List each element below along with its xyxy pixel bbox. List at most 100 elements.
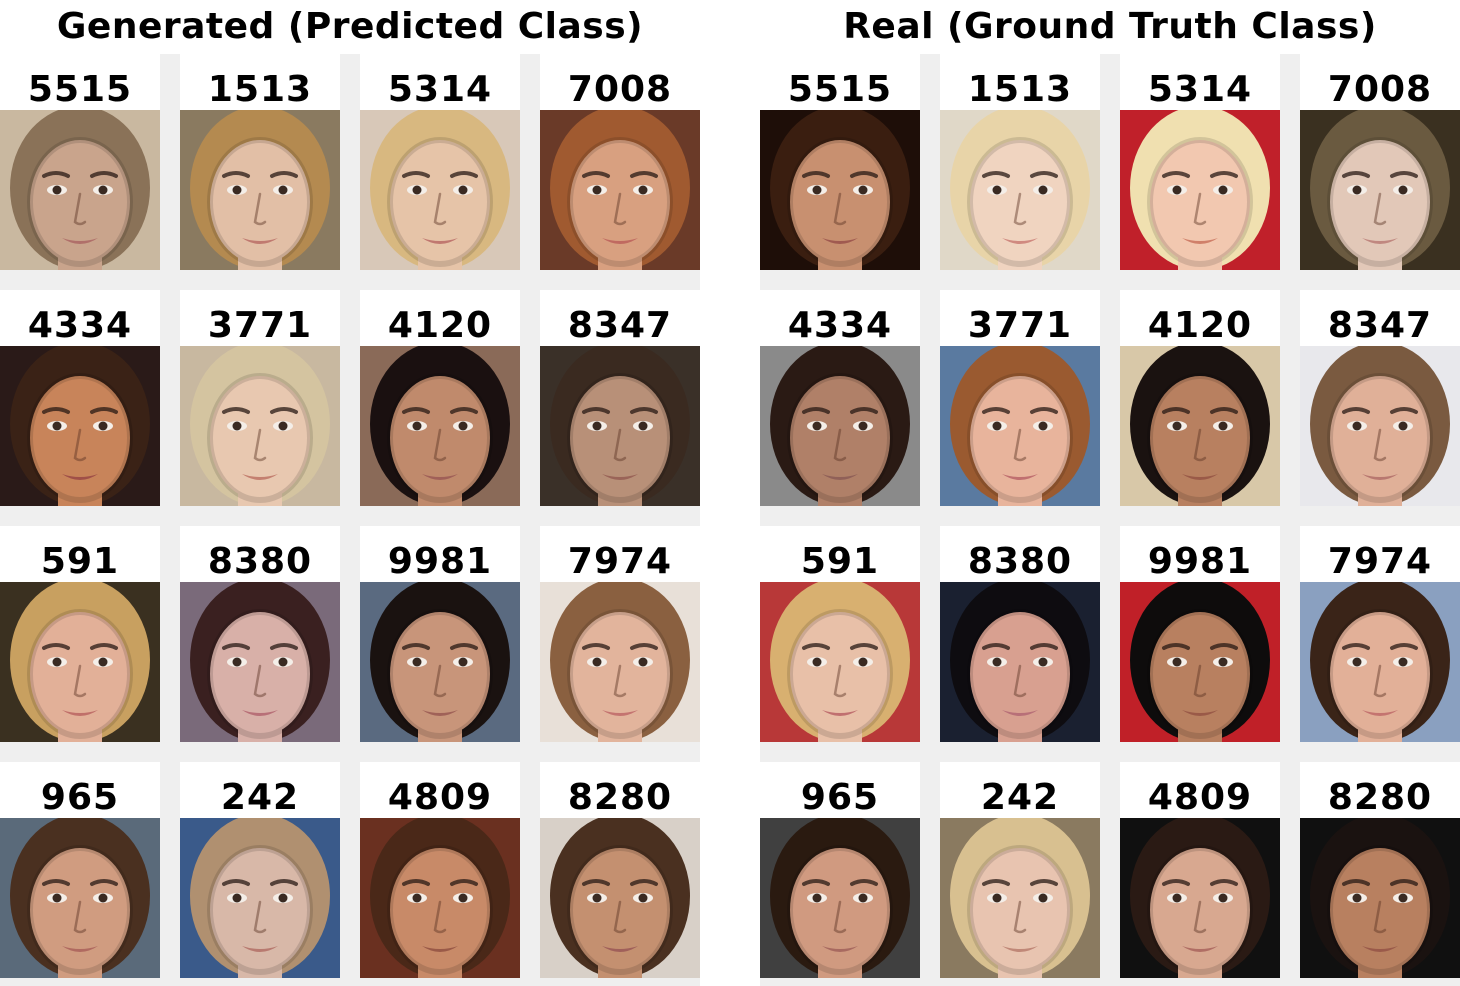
real-face-cell: 4120 (1120, 290, 1280, 506)
real-face-cell: 591 (760, 526, 920, 742)
real-face-image (940, 346, 1100, 506)
real-face-cell: 1513 (940, 54, 1100, 270)
face-illustration (0, 346, 160, 506)
face-illustration (1120, 110, 1280, 270)
generated-face-image (540, 346, 700, 506)
class-label: 5515 (27, 69, 133, 110)
generated-face-image (180, 346, 340, 506)
generated-face-image (360, 110, 520, 270)
generated-face-cell: 8280 (540, 762, 700, 978)
generated-face-cell: 5314 (360, 54, 520, 270)
class-label: 7008 (567, 69, 673, 110)
real-face-image (1120, 346, 1280, 506)
face-illustration (360, 818, 520, 978)
generated-face-image (0, 818, 160, 978)
class-label: 8380 (207, 541, 313, 582)
generated-face-image (180, 110, 340, 270)
class-label: 3771 (967, 305, 1073, 346)
face-illustration (180, 582, 340, 742)
class-label: 8280 (567, 777, 673, 818)
generated-face-cell: 591 (0, 526, 160, 742)
real-face-image (1300, 582, 1460, 742)
generated-panel-title: Generated (Predicted Class) (56, 6, 644, 47)
face-illustration (1300, 346, 1460, 506)
real-face-image (760, 582, 920, 742)
generated-face-cell: 4334 (0, 290, 160, 506)
generated-face-cell: 4809 (360, 762, 520, 978)
real-face-image (1120, 110, 1280, 270)
generated-face-image (0, 346, 160, 506)
face-illustration (360, 346, 520, 506)
face-illustration (180, 818, 340, 978)
class-label: 4334 (787, 305, 893, 346)
face-illustration (0, 582, 160, 742)
face-illustration (940, 346, 1100, 506)
face-illustration (540, 582, 700, 742)
generated-face-image (180, 582, 340, 742)
real-face-cell: 4334 (760, 290, 920, 506)
real-face-image (760, 110, 920, 270)
generated-face-cell: 1513 (180, 54, 340, 270)
class-label: 4120 (387, 305, 493, 346)
generated-face-image (180, 818, 340, 978)
face-illustration (0, 818, 160, 978)
class-label: 4120 (1147, 305, 1253, 346)
class-label: 591 (40, 541, 120, 582)
generated-panel: Generated (Predicted Class) 5515 1513 5314… (0, 0, 700, 986)
generated-face-cell: 5515 (0, 54, 160, 270)
generated-face-image (360, 346, 520, 506)
face-illustration (180, 110, 340, 270)
class-label: 8380 (967, 541, 1073, 582)
real-panel-title: Real (Ground Truth Class) (843, 6, 1377, 47)
class-label: 8347 (1327, 305, 1433, 346)
real-face-cell: 8347 (1300, 290, 1460, 506)
face-illustration (360, 110, 520, 270)
face-illustration (360, 582, 520, 742)
real-face-image (940, 582, 1100, 742)
generated-face-cell: 3771 (180, 290, 340, 506)
generated-face-image (540, 582, 700, 742)
class-label: 7974 (1327, 541, 1433, 582)
real-face-cell: 9981 (1120, 526, 1280, 742)
face-illustration (760, 110, 920, 270)
class-label: 1513 (207, 69, 313, 110)
real-face-image (1300, 818, 1460, 978)
real-face-image (1120, 818, 1280, 978)
real-face-cell: 8380 (940, 526, 1100, 742)
face-illustration (760, 346, 920, 506)
real-face-cell: 5314 (1120, 54, 1280, 270)
generated-face-image (540, 110, 700, 270)
generated-face-cell: 242 (180, 762, 340, 978)
face-illustration (940, 110, 1100, 270)
face-illustration (760, 818, 920, 978)
class-label: 5314 (1147, 69, 1253, 110)
generated-face-cell: 7974 (540, 526, 700, 742)
class-label: 5515 (787, 69, 893, 110)
generated-face-cell: 7008 (540, 54, 700, 270)
face-illustration (1120, 818, 1280, 978)
class-label: 1513 (967, 69, 1073, 110)
real-face-image (1300, 346, 1460, 506)
class-label: 7974 (567, 541, 673, 582)
face-illustration (1300, 110, 1460, 270)
real-face-cell: 5515 (760, 54, 920, 270)
real-face-image (940, 818, 1100, 978)
real-face-image (1120, 582, 1280, 742)
face-illustration (540, 346, 700, 506)
class-label: 9981 (1147, 541, 1253, 582)
real-face-image (1300, 110, 1460, 270)
real-face-cell: 965 (760, 762, 920, 978)
generated-face-image (360, 818, 520, 978)
class-label: 9981 (387, 541, 493, 582)
class-label: 4334 (27, 305, 133, 346)
class-label: 4809 (387, 777, 493, 818)
real-face-image (760, 346, 920, 506)
generated-face-cell: 4120 (360, 290, 520, 506)
class-label: 7008 (1327, 69, 1433, 110)
class-label: 242 (220, 777, 300, 818)
real-face-image (940, 110, 1100, 270)
class-label: 4809 (1147, 777, 1253, 818)
face-illustration (540, 110, 700, 270)
generated-face-image (0, 582, 160, 742)
class-label: 3771 (207, 305, 313, 346)
